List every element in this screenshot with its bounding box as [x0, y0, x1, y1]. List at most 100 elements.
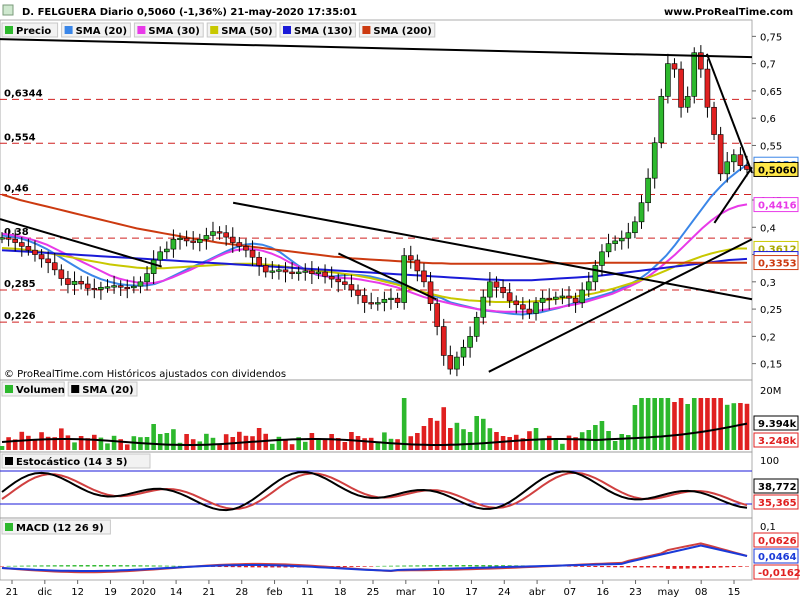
candle-body	[309, 270, 315, 274]
x-tick-label: 17	[465, 587, 478, 598]
candle-body	[276, 269, 282, 272]
macd-hist-bar	[692, 566, 697, 569]
legend-item[interactable]: Estocástico (14 3 5)	[1, 453, 151, 469]
candle-body	[269, 270, 276, 273]
legend-item[interactable]: SMA (130)	[279, 22, 356, 38]
macd-hist-bar	[112, 565, 117, 567]
level-label: 0,285	[4, 279, 36, 290]
trendline[interactable]	[488, 238, 753, 373]
candle-body	[144, 273, 150, 283]
macd-badge-text: 0,0464	[758, 552, 797, 563]
candle-body	[196, 238, 203, 243]
x-axis: 21 dic 12 19 2020 14 21 28 feb 11 18 25 mar 10 17 24 abr…	[6, 580, 740, 598]
macd-hist-bar	[599, 566, 604, 568]
volume-bar	[329, 434, 334, 450]
volume-bar	[237, 431, 242, 450]
volume-badge	[753, 432, 799, 448]
volume-bar	[566, 435, 572, 450]
volume-bar	[335, 438, 341, 450]
candle-body	[546, 297, 553, 300]
sma-line	[1, 249, 748, 282]
macd-hist-bar	[131, 565, 136, 567]
candlesticks	[0, 45, 750, 377]
macd-hist-bar	[26, 565, 31, 567]
candle-body	[78, 280, 84, 285]
legend-label: Estocástico (14 3 5)	[16, 456, 127, 468]
macd-hist-bar	[243, 566, 248, 568]
site-name[interactable]: www.ProRealTime.com	[664, 7, 793, 18]
macd-badge	[753, 532, 799, 548]
candle-body	[665, 63, 671, 97]
macd-badge	[753, 564, 799, 580]
macd-hist-bar	[0, 566, 4, 567]
candle-body	[243, 246, 249, 251]
macd-badge	[753, 548, 799, 564]
legend-item[interactable]: Volumen	[1, 381, 65, 397]
price-badge	[753, 197, 799, 213]
legend-label: SMA (200)	[373, 26, 431, 37]
volume-bar	[415, 433, 420, 450]
macd-hist-bar	[659, 566, 664, 568]
volume-bar	[507, 437, 512, 450]
candle-body	[407, 255, 414, 261]
legend-item[interactable]: SMA (200)	[358, 22, 436, 38]
volume-bar	[744, 403, 750, 450]
volume-bar	[256, 428, 262, 450]
macd-badge-text: -0,0162	[758, 568, 800, 579]
candle-body	[12, 238, 18, 243]
macd-hist-bar	[435, 565, 440, 567]
volume-bar	[606, 431, 611, 450]
volume-bar	[283, 439, 288, 450]
volume-bar	[157, 434, 163, 450]
trendline[interactable]	[713, 166, 753, 224]
volume-bar	[441, 407, 447, 450]
macd-hist-bar	[388, 565, 393, 567]
candle-body	[302, 270, 309, 273]
candle-body	[177, 237, 183, 240]
candle-body	[355, 289, 361, 296]
volume-bar	[718, 398, 723, 450]
stoch-badge	[753, 494, 799, 510]
legend-item[interactable]: SMA (20)	[61, 22, 131, 38]
collapse-icon[interactable]	[2, 4, 14, 16]
macd-hist-bar	[619, 566, 624, 568]
candle-body	[487, 281, 493, 298]
candle-body	[361, 295, 368, 303]
candle-body	[724, 161, 731, 175]
legend-item[interactable]: SMA (30)	[133, 22, 204, 38]
x-tick-label: 24	[498, 587, 511, 598]
candle-body	[374, 302, 381, 305]
volume-bar	[217, 444, 222, 450]
trendline[interactable]	[705, 53, 753, 174]
legend-item[interactable]: SMA (50)	[206, 22, 277, 38]
volume-bar	[164, 433, 170, 450]
legend-item[interactable]: SMA (20)	[67, 381, 138, 397]
candle-body	[71, 280, 78, 285]
legend-item[interactable]: MACD (12 26 9)	[1, 519, 111, 535]
header-bar	[0, 0, 800, 20]
trendline[interactable]	[0, 218, 162, 268]
candle-body	[117, 285, 124, 288]
macd-hist-bar	[738, 566, 743, 567]
legend-swatch	[71, 385, 80, 393]
legend-item[interactable]: Precio	[1, 22, 59, 38]
macd-hist-bar	[573, 566, 578, 567]
volume-bar	[513, 434, 519, 450]
volume-sma-line	[1, 422, 748, 446]
macd-hist-bar	[349, 566, 354, 567]
price-badge-text: 0,3353	[758, 259, 797, 270]
macd-hist-bar	[448, 565, 453, 567]
candle-body	[454, 356, 460, 370]
legend-label: SMA (130)	[294, 26, 352, 37]
macd-panel	[0, 517, 753, 581]
macd-hist-bar	[685, 566, 690, 569]
volume-bar	[39, 432, 44, 450]
candle-body	[229, 236, 236, 243]
legend-box	[206, 22, 277, 38]
candle-body	[559, 295, 566, 298]
candle-body	[440, 326, 447, 356]
candle-body	[84, 283, 91, 289]
legend-label: SMA (20)	[82, 385, 133, 396]
trendline[interactable]	[337, 252, 437, 301]
trendline[interactable]	[0, 38, 753, 59]
